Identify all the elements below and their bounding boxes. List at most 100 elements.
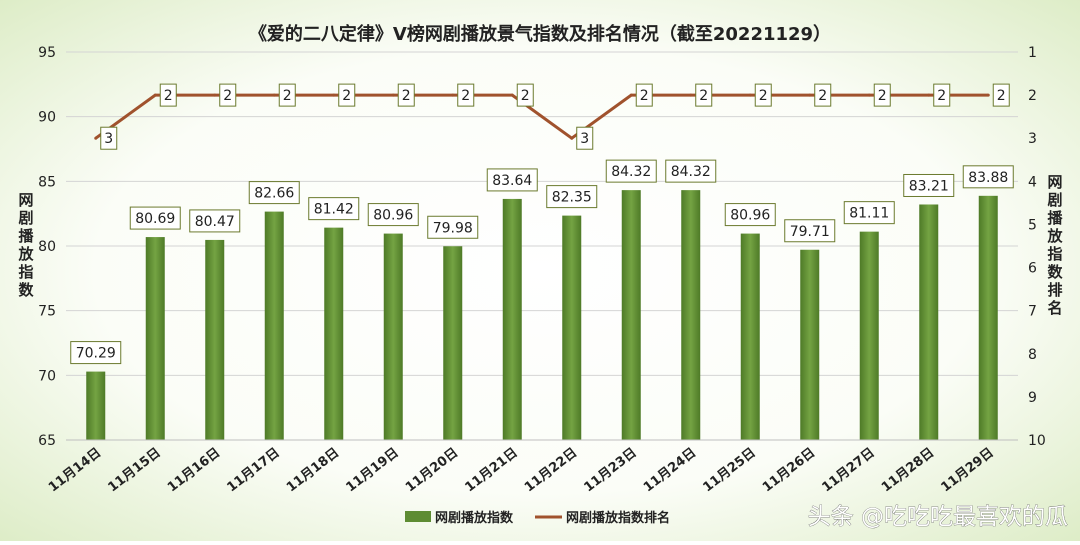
bar-data-label: 82.66 [254,186,294,202]
y2-tick-label: 5 [1028,217,1037,233]
bar-data-label-box [843,201,895,225]
legend-bar-swatch [405,511,431,522]
rank-data-label: 2 [640,88,649,104]
rank-data-label-box [100,126,118,150]
y2-axis-title: 网剧播放指数排名 [1046,173,1063,317]
bar-data-label: 83.88 [968,170,1008,186]
rank-data-label: 2 [759,88,768,104]
y2-tick-label: 6 [1028,261,1037,277]
bar [800,249,820,440]
bar [621,190,641,440]
y-tick-label: 90 [38,110,56,126]
watermark: 头条 @吃吃吃最喜欢的瓜 [808,504,1068,530]
rank-point [748,93,752,97]
rank-data-label: 2 [283,88,292,104]
y2-tick-label: 4 [1028,174,1037,190]
rank-point [808,93,812,97]
chart-title: 《爱的二八定律》V榜网剧播放景气指数及排名情况（截至20221129） [249,23,831,45]
bar-data-label-box [903,173,955,197]
bar [978,195,998,440]
bar-data-label-box [546,185,598,209]
rank-data-label: 2 [461,88,470,104]
rank-point [153,93,157,97]
rank-data-label-box [576,126,594,150]
y-tick-label: 95 [38,45,56,61]
y-tick-label: 65 [38,433,56,449]
rank-data-label: 2 [342,88,351,104]
bar-data-label: 81.42 [314,202,354,218]
rank-point [927,93,931,97]
rank-data-label-box [695,83,713,107]
rank-data-label: 2 [164,88,173,104]
bar-data-label: 70.29 [76,346,116,362]
rank-data-label: 2 [937,88,946,104]
bar [859,231,879,440]
y-tick-label: 70 [38,368,56,384]
bar-data-label-box [129,206,181,230]
rank-data-label: 3 [580,131,589,147]
rank-data-label-box [338,83,356,107]
rank-data-label-box [635,83,653,107]
rank-data-label: 2 [402,88,411,104]
y-tick-label: 85 [38,174,56,190]
bar-data-label-box [248,181,300,205]
bar-data-label: 82.35 [552,190,592,206]
bar-data-label: 79.98 [433,220,473,236]
rank-point [94,136,98,140]
bar [681,190,701,440]
rank-line [94,93,989,140]
bar [205,239,225,440]
bar [740,233,760,440]
rank-point [272,93,276,97]
bar [383,233,403,440]
rank-data-label-box [159,83,177,107]
bar [86,371,106,440]
y2-tick-label: 3 [1028,131,1037,147]
rank-data-label: 3 [104,131,113,147]
rank-data-label: 2 [818,88,827,104]
bar-data-label: 84.32 [611,164,651,180]
rank-data-label-box [219,83,237,107]
bar-data-label: 80.96 [730,208,770,224]
rank-point [689,93,693,97]
rank-data-label: 2 [223,88,232,104]
bar-data-label-box [486,168,538,192]
rank-data-label: 2 [699,88,708,104]
bar [264,211,284,440]
y2-tick-label: 9 [1028,390,1037,406]
rank-data-label-box [873,83,891,107]
legend-line-label: 网剧播放指数排名 [566,510,670,526]
bar [324,227,344,440]
y2-tick-label: 10 [1028,433,1046,449]
bar [502,198,522,440]
bar-data-label-box [724,203,776,227]
bar-data-label-box [427,215,479,239]
rank-data-label: 2 [997,88,1006,104]
rank-data-label-box [457,83,475,107]
bar-data-label: 83.64 [492,173,532,189]
rank-point [986,93,990,97]
rank-point [332,93,336,97]
rank-data-label-box [516,83,534,107]
y2-tick-label: 1 [1028,45,1037,61]
rank-data-label: 2 [878,88,887,104]
rank-point [510,93,514,97]
legend-bar-label: 网剧播放指数 [435,510,514,526]
rank-point [629,93,633,97]
y-tick-label: 75 [38,304,56,320]
bar-data-label: 81.11 [849,206,889,222]
y-tick-label: 80 [38,239,56,255]
rank-data-label-box [754,83,772,107]
bar-data-label: 84.32 [671,164,711,180]
bar [443,246,463,440]
bar-data-label-box [665,159,717,183]
bar-data-label: 80.47 [195,214,235,230]
y2-tick-label: 7 [1028,304,1037,320]
rank-data-label-box [992,83,1010,107]
rank-point [570,136,574,140]
rank-data-label-box [814,83,832,107]
bar-data-label: 80.69 [135,211,175,227]
